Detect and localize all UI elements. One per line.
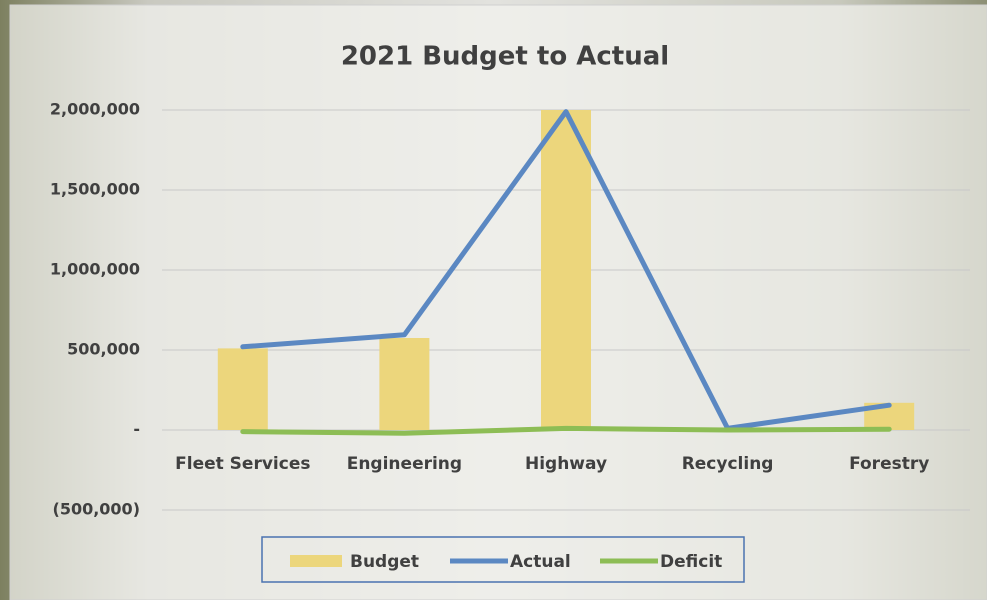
x-tick-label: Recycling	[682, 454, 774, 474]
legend-label: Budget	[350, 552, 419, 572]
y-tick-label: (500,000)	[53, 500, 141, 519]
legend-swatch	[290, 555, 342, 567]
legend	[261, 536, 745, 583]
line	[240, 109, 892, 431]
x-tick-label: Forestry	[849, 454, 929, 474]
bar	[541, 110, 591, 430]
legend-label: Deficit	[660, 552, 722, 572]
y-tick-label: 500,000	[67, 340, 140, 359]
y-tick-label: 2,000,000	[50, 100, 140, 119]
x-tick-label: Fleet Services	[175, 454, 310, 474]
line	[240, 425, 892, 436]
bar	[379, 338, 430, 430]
y-tick-label: 1,500,000	[50, 180, 140, 199]
x-tick-label: Engineering	[347, 454, 462, 474]
chart-area	[9, 4, 987, 601]
x-tick-label: Highway	[525, 454, 607, 474]
y-tick-label: -	[133, 420, 140, 439]
bar	[217, 348, 268, 430]
chart-title: 2021 Budget to Actual	[341, 42, 669, 72]
legend-label: Actual	[510, 552, 571, 572]
y-tick-label: 1,000,000	[50, 260, 140, 279]
